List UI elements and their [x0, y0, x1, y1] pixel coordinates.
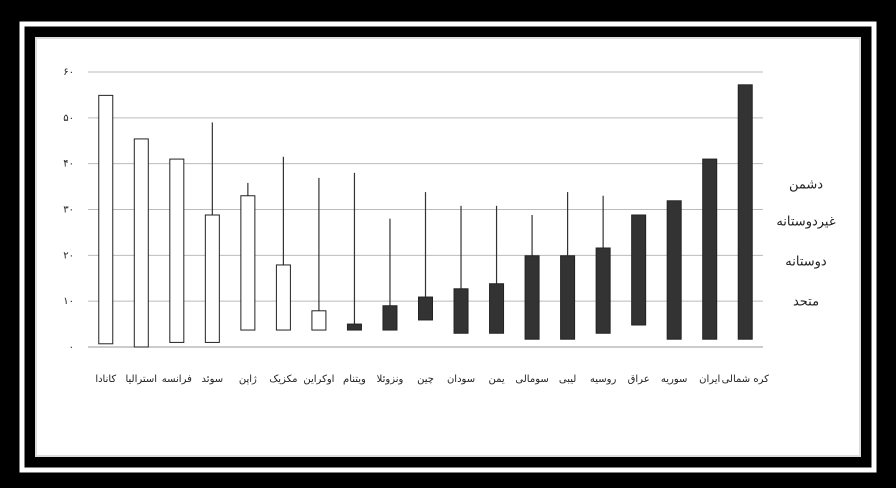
x-tick-label: فرانسه	[162, 374, 192, 385]
x-tick-label: لیبی	[559, 374, 576, 385]
bar	[524, 255, 540, 340]
y-tick-label: ۳۰	[63, 205, 74, 216]
x-tick-label: ونزوئلا	[377, 374, 404, 385]
x-tick-label: سودان	[447, 374, 475, 385]
bar	[346, 323, 362, 331]
y-tick-label: ۴۰	[63, 159, 74, 170]
x-tick-label: کره شمالی	[722, 374, 770, 385]
x-tick-label: روسیه	[590, 374, 617, 385]
x-tick-label: سوئد	[202, 374, 224, 385]
y-tick-label: ۶۰	[63, 67, 74, 78]
bar	[702, 158, 718, 340]
outer-frame	[19, 21, 877, 473]
x-tick-label: ایران	[699, 374, 720, 385]
chart-panel	[35, 37, 861, 457]
bar	[382, 305, 398, 331]
y-tick-label: ۱۰	[63, 296, 74, 307]
bar	[666, 200, 682, 340]
x-tick-label: اوکراین	[303, 374, 334, 385]
bar	[169, 158, 185, 343]
bar	[560, 255, 576, 340]
x-tick-label: یمن	[488, 374, 504, 385]
bar	[98, 94, 114, 345]
x-tick-label: چین	[417, 374, 434, 385]
y-tick-label: ۵۰	[63, 113, 74, 124]
annotation: دشمن	[789, 178, 823, 193]
bar	[737, 84, 753, 340]
annotation: متحد	[793, 295, 819, 310]
x-tick-label: ژاپن	[239, 374, 257, 385]
annotation: دوستانه	[785, 255, 827, 270]
bar	[204, 214, 220, 343]
bar	[631, 214, 647, 326]
bar	[453, 288, 469, 334]
bar	[240, 195, 256, 331]
y-tick-label: ۰	[69, 342, 74, 353]
y-tick-label: ۲۰	[63, 250, 74, 261]
bar	[311, 310, 327, 331]
bar	[133, 138, 149, 348]
x-tick-label: مکزیک	[269, 374, 297, 385]
x-tick-label: سوریه	[661, 374, 688, 385]
bar	[595, 247, 611, 334]
bar	[418, 296, 433, 321]
bar	[489, 283, 505, 334]
x-tick-label: سومالی	[515, 374, 548, 385]
x-tick-label: استرالیا	[125, 374, 157, 385]
annotation: غیردوستانه	[776, 215, 836, 230]
x-tick-label: کانادا	[95, 374, 116, 385]
x-tick-label: ویتنام	[343, 374, 366, 385]
x-tick-label: عراق	[628, 374, 650, 385]
bar	[275, 264, 291, 331]
